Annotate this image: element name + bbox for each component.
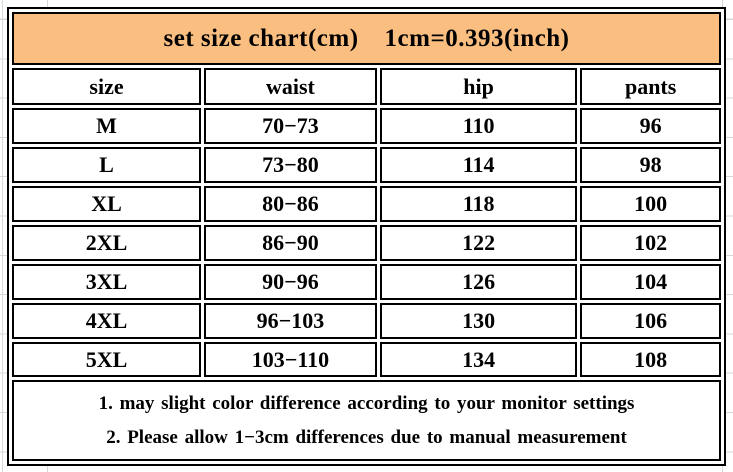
size-cell: L <box>12 147 201 184</box>
pants-cell: 100 <box>580 186 721 222</box>
table-row-5xl: 5XL 103−110 134 108 <box>12 341 721 378</box>
waist-cell: 86−90 <box>204 224 377 261</box>
table-row-l: L 73−80 114 98 <box>12 147 721 184</box>
hip-cell: 118 <box>379 186 578 222</box>
pants-cell: 106 <box>580 302 721 339</box>
hip-cell: 134 <box>379 341 578 378</box>
size-cell: 2XL <box>12 224 201 261</box>
gridline <box>2 0 3 472</box>
pants-cell: 102 <box>580 224 721 261</box>
unit-conversion-text: 1cm=0.393(inch) <box>384 24 570 52</box>
waist-cell: 70−73 <box>204 108 377 145</box>
pants-cell: 108 <box>580 341 721 378</box>
waist-cell: 103−110 <box>204 341 377 378</box>
note-line: 1. may slight color difference according… <box>98 392 635 414</box>
size-chart-frame: set size chart(cm) 1cm=0.393(inch) size w… <box>7 7 726 466</box>
waist-cell: 73−80 <box>204 147 377 184</box>
note-line: 2. Please allow 1−3cm differences due to… <box>106 426 627 448</box>
size-cell: XL <box>12 186 201 222</box>
column-header-pants: pants <box>580 68 721 106</box>
chart-title-text: set size chart(cm) <box>163 24 359 52</box>
size-cell: 4XL <box>12 302 201 339</box>
waist-cell: 96−103 <box>204 302 377 339</box>
size-cell: 3XL <box>12 263 201 300</box>
hip-cell: 126 <box>379 263 578 300</box>
hip-cell: 122 <box>379 224 578 261</box>
size-cell: M <box>12 108 201 145</box>
size-chart-table: set size chart(cm) 1cm=0.393(inch) size w… <box>9 9 724 464</box>
table-row-m: M 70−73 110 96 <box>12 108 721 145</box>
pants-cell: 98 <box>580 147 721 184</box>
notes-cell: 1. may slight color difference according… <box>12 380 721 461</box>
notes-row: 1. may slight color difference according… <box>12 380 721 461</box>
waist-cell: 80−86 <box>204 186 377 222</box>
chart-title: set size chart(cm) 1cm=0.393(inch) <box>12 12 721 66</box>
column-header-size: size <box>12 68 201 106</box>
size-cell: 5XL <box>12 341 201 378</box>
pants-cell: 104 <box>580 263 721 300</box>
waist-cell: 90−96 <box>204 263 377 300</box>
table-row-2xl: 2XL 86−90 122 102 <box>12 224 721 261</box>
table-header-row: size waist hip pants <box>12 68 721 106</box>
table-row-3xl: 3XL 90−96 126 104 <box>12 263 721 300</box>
hip-cell: 130 <box>379 302 578 339</box>
hip-cell: 110 <box>379 108 578 145</box>
column-header-waist: waist <box>204 68 377 106</box>
column-header-hip: hip <box>379 68 578 106</box>
pants-cell: 96 <box>580 108 721 145</box>
table-row-4xl: 4XL 96−103 130 106 <box>12 302 721 339</box>
hip-cell: 114 <box>379 147 578 184</box>
table-row-xl: XL 80−86 118 100 <box>12 186 721 222</box>
title-row: set size chart(cm) 1cm=0.393(inch) <box>12 12 721 66</box>
